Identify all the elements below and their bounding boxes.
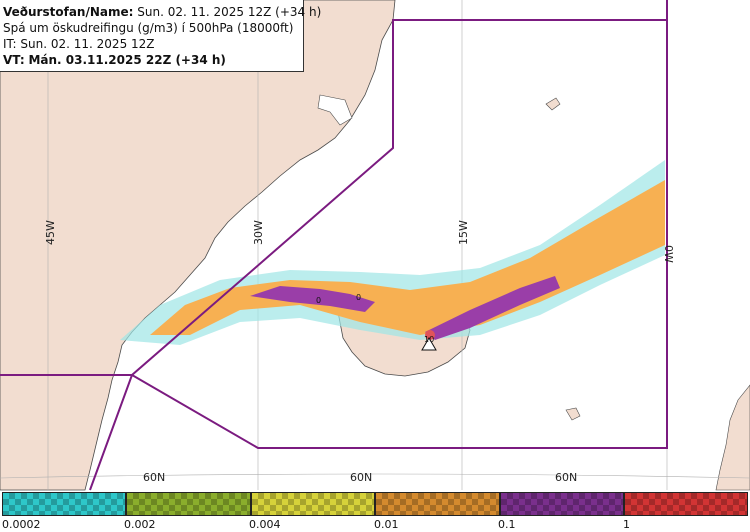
info-line-valid-time: VT: Mán. 03.11.2025 22Z (+34 h): [3, 52, 303, 68]
norway-land: [715, 384, 750, 491]
legend-tick-0.0002: 0.0002: [2, 518, 41, 531]
info-line-issuer: Veðurstofan/Name: Sun. 02. 11. 2025 12Z …: [3, 4, 321, 20]
legend-swatch-orange: [375, 492, 500, 516]
legend-swatch-purple: [500, 492, 624, 516]
ash-cloud: [120, 160, 665, 345]
meridian-label-30w: 30W: [252, 220, 265, 245]
legend-tick-1: 1: [623, 518, 630, 531]
parallel-label-60n-east: 60N: [555, 471, 577, 484]
jan-mayen-island: [545, 97, 561, 111]
ash-purple-band-east: [425, 276, 560, 340]
issuer-value: Sun. 02. 11. 2025 12Z (+34 h): [137, 5, 322, 19]
contour-label-west: 0: [316, 296, 321, 305]
legend-swatch-yellow: [251, 492, 375, 516]
volcano-triangle-icon: [421, 337, 437, 351]
meridian-label-45w: 45W: [44, 220, 57, 245]
ash-red-core: [425, 330, 435, 340]
legend-swatch-cyan: [2, 492, 126, 516]
legend-tick-0.004: 0.004: [249, 518, 281, 531]
legend-tick-0.002: 0.002: [124, 518, 156, 531]
forecast-info-box: Veðurstofan/Name: Sun. 02. 11. 2025 12Z …: [0, 0, 321, 72]
meridian-label-15w: 15W: [457, 220, 470, 245]
legend-swatch-olive: [126, 492, 251, 516]
contour-label-volcano: 10: [424, 335, 434, 344]
legend-tick-0.01: 0.01: [374, 518, 399, 531]
greenland-fjord: [317, 94, 353, 126]
ash-purple-band: [250, 286, 375, 312]
concentration-legend: 0.0002 0.002 0.004 0.01 0.1 1: [0, 490, 750, 532]
faroe-islands: [565, 407, 581, 421]
valid-time-value: Mán. 03.11.2025 22Z (+34 h): [28, 53, 226, 67]
flight-region-boundaries: [0, 0, 668, 491]
meridian-label-0w: 0W: [662, 245, 675, 263]
valid-time-label: VT:: [3, 53, 25, 67]
parallel-label-60n-center: 60N: [350, 471, 372, 484]
legend-swatch-red: [624, 492, 748, 516]
contour-label-center: 0: [356, 293, 361, 302]
issuer-label: Veðurstofan/Name:: [3, 5, 134, 19]
info-line-product: Spá um öskudreifingu (g/m3) í 500hPa (18…: [3, 21, 294, 35]
legend-tick-0.1: 0.1: [498, 518, 516, 531]
region-boundary-south: [0, 374, 134, 491]
info-line-issue-time: IT: Sun. 02. 11. 2025 12Z: [3, 37, 155, 51]
parallel-label-60n-west: 60N: [143, 471, 165, 484]
greenland-land: [0, 0, 396, 491]
